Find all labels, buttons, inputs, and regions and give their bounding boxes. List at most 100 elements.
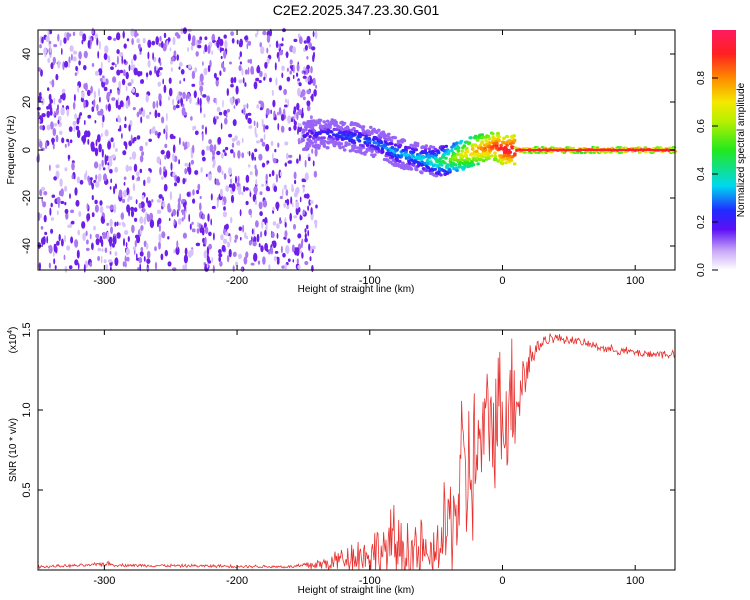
noise-dot (123, 123, 127, 129)
noise-dot (302, 96, 306, 101)
noise-dot (157, 209, 160, 214)
trace-point (414, 167, 418, 171)
noise-dot (114, 221, 117, 227)
noise-dot (314, 148, 318, 157)
noise-dot (225, 231, 229, 237)
noise-dot (269, 43, 271, 48)
trace-point (504, 147, 509, 151)
noise-dot (131, 224, 135, 234)
noise-dot (278, 56, 280, 63)
trace-point (495, 141, 499, 145)
noise-dot (113, 185, 116, 195)
noise-dot (182, 264, 186, 271)
y-tick-label: 0.5 (21, 482, 33, 497)
noise-dot (132, 246, 136, 251)
noise-dot (218, 249, 222, 254)
noise-dot (39, 44, 42, 49)
noise-dot (244, 35, 249, 41)
noise-dot (66, 108, 70, 117)
trace-point (379, 141, 384, 145)
noise-dot (181, 199, 186, 203)
noise-dot (156, 199, 161, 203)
noise-dot (256, 140, 260, 144)
noise-dot (49, 44, 52, 53)
noise-dot (51, 194, 56, 198)
noise-dot (79, 179, 84, 185)
noise-dot (256, 29, 259, 36)
noise-dot (149, 219, 155, 229)
noise-dot (276, 223, 280, 229)
noise-dot (226, 88, 229, 97)
noise-dot (245, 113, 249, 120)
noise-dot (100, 133, 103, 137)
noise-dot (217, 165, 222, 173)
noise-dot (217, 136, 222, 145)
noise-dot (269, 77, 272, 83)
noise-dot (59, 178, 63, 187)
spectrogram-y-axis: -40 -20 0 20 40 (21, 48, 675, 254)
noise-dot (105, 264, 109, 270)
trace-point (579, 151, 584, 155)
noise-dot (255, 133, 258, 138)
trace-point (322, 120, 327, 124)
noise-dot (145, 72, 149, 77)
noise-dot (280, 245, 283, 254)
trace-point (568, 146, 573, 150)
noise-dot (167, 236, 170, 240)
noise-dot (307, 36, 309, 45)
noise-dot (103, 259, 107, 264)
trace-point (310, 141, 315, 145)
noise-dot (83, 83, 86, 90)
noise-dot (64, 143, 67, 148)
trace-point (483, 155, 487, 159)
noise-dot (53, 97, 56, 105)
noise-dot (206, 145, 210, 151)
trace-point (369, 125, 373, 129)
noise-dot (260, 46, 265, 55)
noise-dot (41, 113, 46, 118)
noise-dot (184, 162, 189, 167)
noise-dot (311, 46, 316, 51)
noise-dot (85, 230, 88, 237)
noise-dot (206, 95, 211, 102)
noise-dot (294, 121, 297, 126)
y-tick-label: 0 (21, 147, 33, 153)
trace-point (332, 127, 337, 131)
noise-dot (208, 173, 213, 181)
noise-dot (311, 148, 314, 154)
noise-dot (79, 112, 83, 116)
noise-dot (182, 177, 186, 185)
noise-dot (182, 27, 187, 34)
noise-dot (119, 222, 121, 226)
trace-point (486, 154, 491, 158)
noise-dot (131, 38, 134, 45)
noise-dot (239, 38, 244, 48)
trace-point (450, 148, 454, 153)
noise-dot (304, 261, 309, 265)
noise-dot (164, 249, 168, 257)
noise-dot (116, 232, 121, 239)
noise-dot (279, 195, 283, 200)
noise-dot (56, 196, 61, 204)
noise-dot (158, 233, 162, 243)
noise-dot (99, 96, 101, 103)
noise-dot (207, 44, 211, 54)
noise-dot (306, 56, 309, 60)
noise-dot (109, 250, 112, 255)
noise-dot (308, 156, 311, 162)
noise-dot (132, 183, 136, 192)
noise-dot (173, 50, 177, 57)
noise-dot (193, 90, 197, 99)
trace-point (407, 161, 412, 165)
noise-dot (262, 218, 266, 223)
noise-dot (265, 108, 270, 116)
trace-point (307, 143, 311, 147)
noise-dot (97, 88, 101, 97)
noise-dot (193, 125, 197, 130)
noise-dot (73, 50, 78, 55)
noise-dot (257, 64, 260, 71)
noise-dot (266, 34, 271, 43)
noise-dot (140, 116, 143, 124)
noise-dot (58, 98, 62, 104)
noise-dot (240, 236, 242, 241)
